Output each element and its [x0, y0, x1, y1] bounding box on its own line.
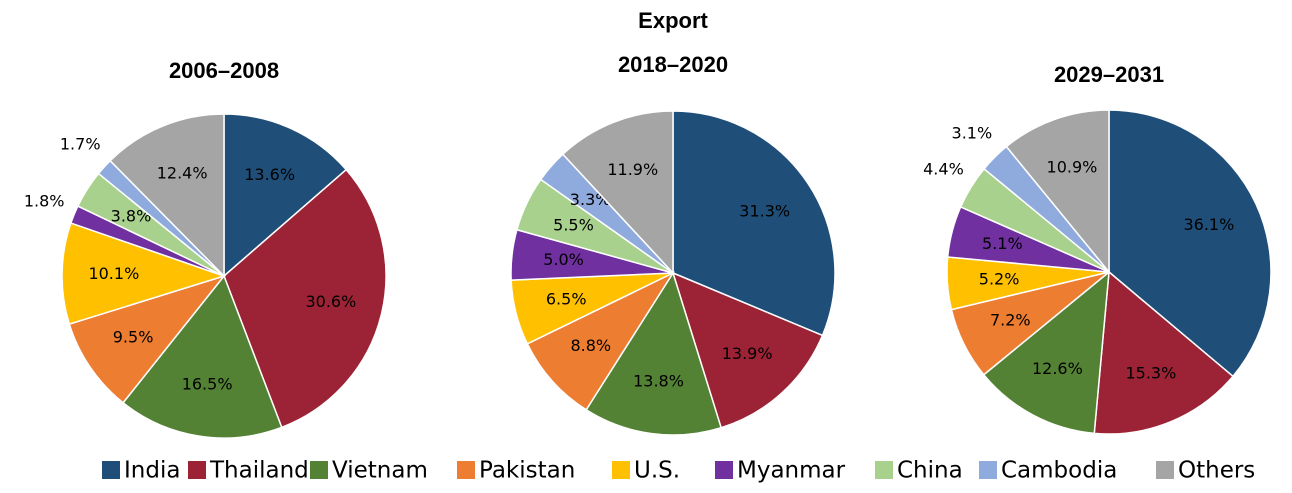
- pie-slice: [1005, 109, 1110, 275]
- pie-slice: [561, 110, 674, 275]
- value-label: 8.8%: [570, 336, 611, 355]
- value-label: 13.8%: [633, 372, 684, 391]
- value-label: 1.7%: [60, 135, 101, 154]
- legend-label: India: [124, 458, 180, 484]
- page-title: Export: [638, 8, 708, 33]
- legend-swatch: [612, 461, 630, 479]
- pie-slice: [223, 168, 387, 429]
- value-label: 30.6%: [305, 292, 356, 311]
- value-label: 13.6%: [244, 165, 295, 184]
- value-label: 15.3%: [1125, 363, 1176, 382]
- value-label: 31.3%: [739, 201, 790, 220]
- value-label: 36.1%: [1183, 215, 1234, 234]
- legend-swatch: [1156, 461, 1174, 479]
- legend-swatch: [875, 461, 893, 479]
- pie-slice: [68, 274, 227, 404]
- legend-swatch: [457, 461, 475, 479]
- value-label: 10.9%: [1047, 158, 1098, 177]
- value-label: 5.5%: [553, 215, 594, 234]
- value-label: 5.0%: [543, 250, 584, 269]
- legend-swatch: [102, 461, 120, 479]
- pie-slice: [1108, 109, 1272, 378]
- value-label: 4.4%: [923, 160, 964, 179]
- value-label: 9.5%: [113, 328, 154, 347]
- pie-slice: [671, 271, 824, 429]
- value-label: 11.9%: [607, 160, 658, 179]
- pie-slice: [672, 110, 836, 337]
- legend-label: Myanmar: [737, 458, 846, 484]
- legend-swatch: [715, 461, 733, 479]
- value-label: 5.2%: [979, 269, 1020, 288]
- value-label: 10.1%: [88, 264, 139, 283]
- legend-swatch: [979, 461, 997, 479]
- value-label: 3.8%: [111, 206, 152, 225]
- value-label: 1.8%: [24, 192, 65, 211]
- value-label: 12.4%: [157, 164, 208, 183]
- legend-label: Cambodia: [1001, 458, 1117, 484]
- legend-label: Others: [1178, 458, 1255, 484]
- chart-title: 2006–2008: [169, 58, 279, 83]
- pie-slice: [61, 222, 227, 326]
- value-label: 7.2%: [990, 310, 1031, 329]
- pie-slice: [122, 274, 283, 439]
- chart-title: 2029–2031: [1054, 62, 1164, 87]
- value-label: 16.5%: [182, 374, 233, 393]
- pie-slice: [223, 113, 348, 278]
- value-label: 3.1%: [952, 124, 993, 143]
- legend-label: China: [897, 458, 963, 484]
- value-label: 6.5%: [546, 290, 587, 309]
- pie-slice: [109, 113, 225, 278]
- legend-swatch: [310, 461, 328, 479]
- legend-label: Vietnam: [332, 458, 428, 484]
- legend-label: U.S.: [634, 458, 680, 484]
- pie-slice: [1093, 270, 1234, 435]
- legend-label: Thailand: [209, 458, 309, 484]
- legend-label: Pakistan: [479, 458, 575, 484]
- pie-slice: [585, 271, 723, 436]
- pie-slice: [982, 270, 1110, 435]
- value-label: 13.9%: [722, 344, 773, 363]
- legend-swatch: [188, 461, 206, 479]
- chart-title: 2018–2020: [618, 52, 728, 77]
- pie-slice: [526, 271, 676, 411]
- value-label: 5.1%: [982, 234, 1023, 253]
- value-label: 12.6%: [1032, 359, 1083, 378]
